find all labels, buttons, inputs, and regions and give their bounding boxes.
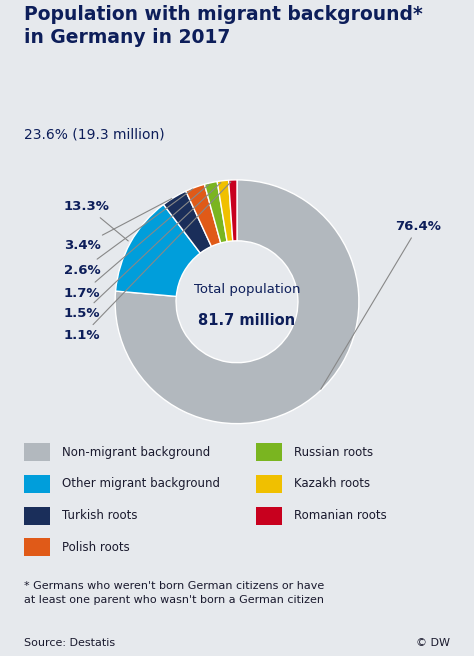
Wedge shape [115,180,359,424]
Text: Romanian roots: Romanian roots [294,509,387,522]
Text: © DW: © DW [416,638,450,647]
Text: * Germans who weren't born German citizens or have
at least one parent who wasn': * Germans who weren't born German citize… [24,581,324,605]
Bar [24,539,50,556]
Text: Turkish roots: Turkish roots [62,509,137,522]
Wedge shape [186,184,221,247]
Text: Non-migrant background: Non-migrant background [62,445,210,459]
Text: Total population: Total population [193,283,300,296]
Text: Source: Destatis: Source: Destatis [24,638,115,647]
Wedge shape [217,180,233,241]
Text: 76.4%: 76.4% [321,220,441,389]
Bar [256,506,282,525]
Text: Other migrant background: Other migrant background [62,478,219,491]
Text: 3.4%: 3.4% [64,199,172,252]
Wedge shape [204,182,227,243]
Text: 1.1%: 1.1% [64,182,231,342]
Text: 81.7 million: 81.7 million [198,312,295,327]
Text: Polish roots: Polish roots [62,541,129,554]
Text: 1.5%: 1.5% [64,182,221,320]
Bar [24,443,50,461]
Wedge shape [116,205,200,297]
Bar [24,475,50,493]
Bar [256,475,282,493]
Wedge shape [164,191,211,253]
Text: Kazakh roots: Kazakh roots [294,478,370,491]
Text: 13.3%: 13.3% [64,200,128,241]
Bar [24,506,50,525]
Text: 1.7%: 1.7% [64,184,209,300]
Text: 23.6% (19.3 million): 23.6% (19.3 million) [24,127,164,142]
Bar [256,443,282,461]
Text: 2.6%: 2.6% [64,189,193,277]
Text: Population with migrant background*
in Germany in 2017: Population with migrant background* in G… [24,5,422,47]
Wedge shape [228,180,237,241]
Text: Russian roots: Russian roots [294,445,373,459]
